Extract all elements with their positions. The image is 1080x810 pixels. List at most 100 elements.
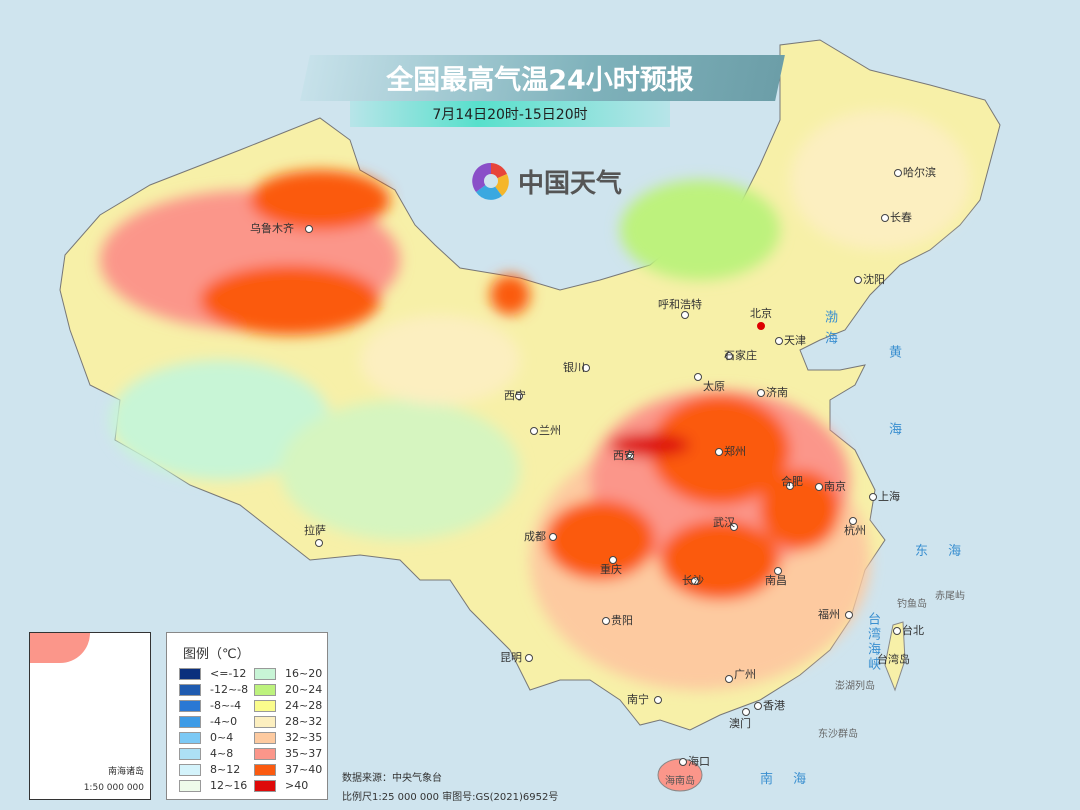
city-label: 天津	[784, 334, 806, 347]
city-marker	[626, 452, 634, 460]
island-diaoyu: 钓鱼岛	[897, 599, 927, 610]
city-marker	[757, 322, 765, 330]
legend-swatch	[179, 683, 201, 696]
legend-item: -4~0	[179, 715, 237, 728]
legend-swatch	[254, 731, 276, 744]
inset-land	[30, 633, 90, 663]
legend-item: 32~35	[254, 731, 322, 744]
subtitle-banner	[350, 101, 670, 127]
taiwan-island	[884, 621, 906, 692]
legend-label: -4~0	[210, 715, 238, 728]
city-label: 南京	[824, 480, 846, 493]
city-marker	[530, 427, 538, 435]
city-label: 长沙	[682, 574, 704, 587]
island-dongsha: 东沙群岛	[818, 729, 858, 740]
legend-swatch	[179, 747, 201, 760]
legend-swatch	[254, 715, 276, 728]
city-label: 台北	[902, 624, 924, 637]
city-marker	[869, 493, 877, 501]
legend-item: 20~24	[254, 683, 322, 696]
city-label: 武汉	[713, 516, 735, 529]
temperature-fields	[100, 110, 970, 690]
legend-item: 4~8	[179, 747, 233, 760]
city-marker	[775, 337, 783, 345]
water-label-bohai: 渤 海	[822, 310, 837, 347]
city-label: 重庆	[600, 563, 622, 576]
city-marker	[679, 758, 687, 766]
legend-label: 8~12	[210, 763, 241, 776]
city-marker	[849, 517, 857, 525]
city-marker	[654, 696, 662, 704]
city-label: 西安	[613, 449, 635, 462]
city-marker	[786, 482, 794, 490]
legend-swatch	[254, 779, 276, 792]
inset-title: 南海诸岛	[107, 767, 144, 777]
legend-swatch	[254, 699, 276, 712]
island-chiwei: 赤尾屿	[935, 591, 965, 602]
south-china-sea-inset: 南海诸岛 1:50 000 000	[29, 632, 151, 800]
logo: 中国天气	[470, 160, 622, 202]
data-source: 数据来源：中央气象台	[342, 773, 442, 784]
island-hainan: 海南岛	[665, 776, 695, 787]
city-marker	[845, 611, 853, 619]
legend-label: 32~35	[285, 731, 323, 744]
city-marker	[525, 654, 533, 662]
legend-label: -8~-4	[210, 699, 242, 712]
city-marker	[602, 617, 610, 625]
legend-label: 16~20	[285, 667, 323, 680]
city-label: 呼和浩特	[658, 298, 702, 311]
legend-label: 20~24	[285, 683, 323, 696]
legend-label: -12~-8	[210, 683, 249, 696]
legend-title: 图例（℃）	[183, 647, 250, 662]
water-label-nanhai: 南 海	[760, 772, 815, 787]
legend-label: 12~16	[210, 779, 248, 792]
inset-scale: 1:50 000 000	[83, 783, 144, 793]
city-marker	[694, 373, 702, 381]
water-label-strait: 台湾海峡	[865, 612, 880, 672]
legend-swatch	[254, 763, 276, 776]
city-marker	[774, 567, 782, 575]
city-marker	[894, 169, 902, 177]
city-label: 银川	[563, 361, 585, 374]
city-label: 杭州	[844, 524, 866, 537]
city-marker	[757, 389, 765, 397]
city-marker	[609, 556, 617, 564]
city-marker	[315, 539, 323, 547]
city-label: 贵阳	[611, 614, 633, 627]
pinwheel-logo-icon	[472, 162, 509, 200]
legend-item: 24~28	[254, 699, 322, 712]
legend-item: -8~-4	[179, 699, 241, 712]
city-label: 合肥	[781, 475, 803, 488]
legend-label: 35~37	[285, 747, 323, 760]
legend-swatch	[179, 699, 201, 712]
city-marker	[515, 392, 523, 400]
city-label: 北京	[750, 307, 772, 320]
legend-swatch	[254, 747, 276, 760]
water-label-huanghai: 黄 海	[886, 345, 901, 466]
city-label: 南昌	[765, 574, 787, 587]
city-label: 广州	[734, 668, 756, 681]
city-label: 昆明	[500, 651, 522, 664]
city-marker	[754, 702, 762, 710]
island-penghu: 澎湖列岛	[835, 681, 875, 692]
legend-label: 24~28	[285, 699, 323, 712]
legend-item: 8~12	[179, 763, 240, 776]
city-marker	[854, 276, 862, 284]
logo-text: 中国天气	[518, 168, 623, 199]
legend-label: 37~40	[285, 763, 323, 776]
legend-item: 12~16	[179, 779, 247, 792]
legend-item: 16~20	[254, 667, 322, 680]
city-marker	[730, 523, 738, 531]
legend-label: 4~8	[210, 747, 234, 760]
legend-item: 35~37	[254, 747, 322, 760]
legend-swatch	[254, 667, 276, 680]
city-label: 沈阳	[863, 273, 885, 286]
city-label: 郑州	[724, 445, 746, 458]
city-label: 太原	[703, 380, 725, 393]
legend-item: -12~-8	[179, 683, 248, 696]
legend-item: 28~32	[254, 715, 322, 728]
city-marker	[582, 364, 590, 372]
city-label: 南宁	[627, 693, 649, 706]
city-label: 拉萨	[304, 524, 326, 537]
legend-item: <=-12	[179, 667, 246, 680]
